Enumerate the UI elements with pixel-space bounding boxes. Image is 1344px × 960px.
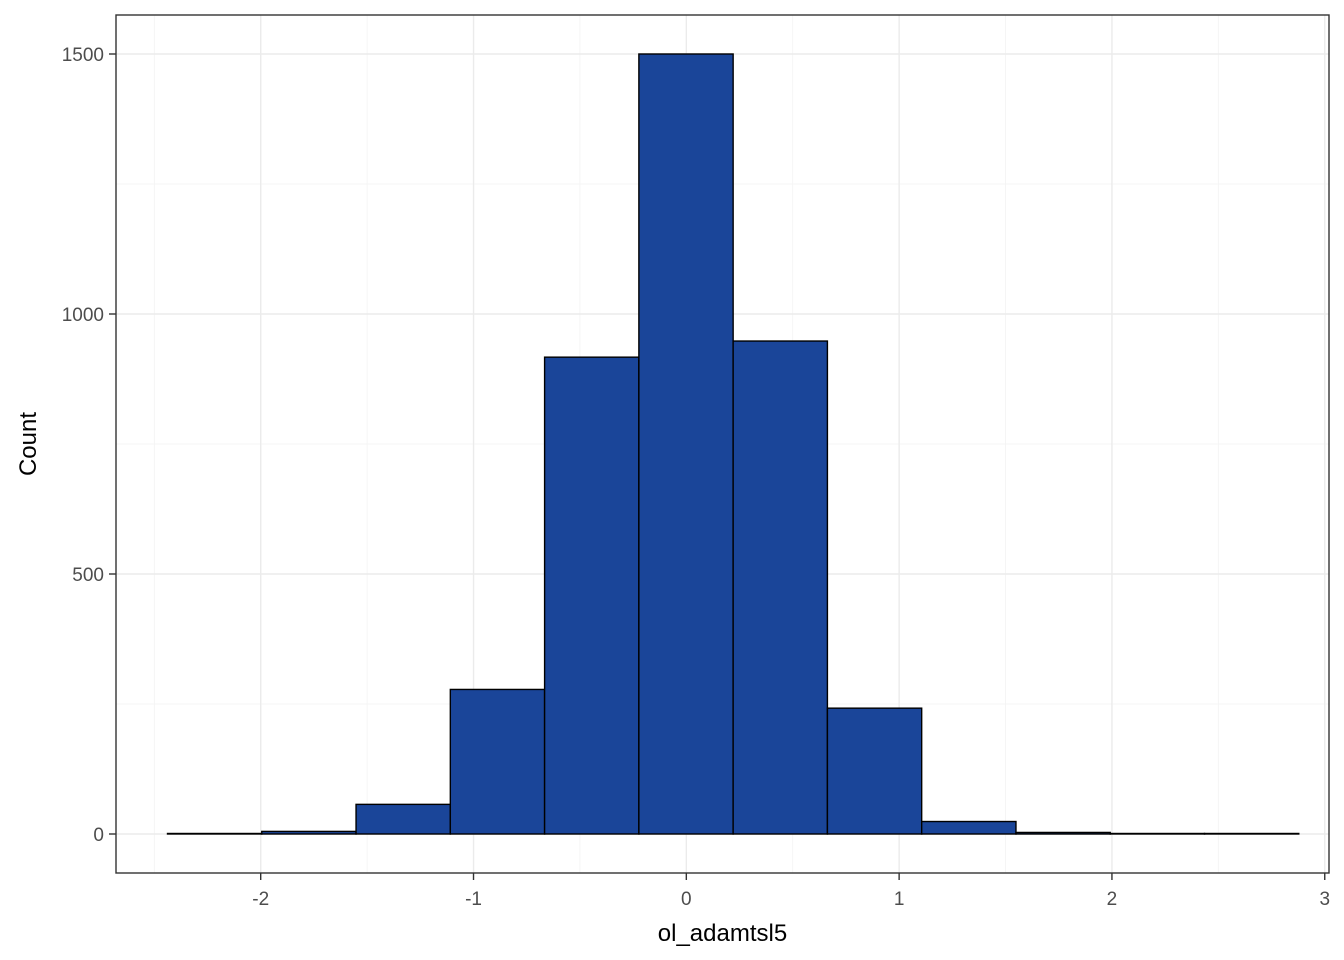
x-axis-title: ol_adamtsl5 — [658, 920, 787, 947]
y-tick-label: 0 — [93, 825, 104, 846]
histogram-bar — [166, 832, 263, 835]
y-tick-label: 1500 — [62, 45, 104, 66]
panel-border — [115, 14, 1330, 874]
histogram-bars — [166, 53, 1300, 835]
histogram-bar — [732, 340, 829, 835]
histogram-bar — [355, 803, 452, 835]
histogram-bar — [826, 707, 923, 835]
histogram-bar — [1015, 831, 1111, 835]
x-tick-label: 0 — [681, 889, 692, 910]
x-tick-label: -2 — [252, 889, 269, 910]
x-tick-label: -1 — [465, 889, 482, 910]
histogram-bar — [261, 830, 357, 835]
histogram-bar — [638, 53, 734, 835]
y-axis-ticks: 0 500 1000 1500 — [62, 45, 116, 846]
histogram-bar — [920, 820, 1017, 835]
x-tick-label: 1 — [894, 889, 905, 910]
x-tick-label: 3 — [1319, 889, 1330, 910]
x-axis-ticks: -2 -1 0 1 2 3 — [252, 873, 1330, 910]
histogram-bar — [449, 688, 546, 835]
histogram-bar — [1203, 832, 1300, 835]
x-tick-label: 2 — [1107, 889, 1118, 910]
y-tick-label: 1000 — [62, 305, 104, 326]
y-tick-label: 500 — [72, 565, 104, 586]
y-axis-title: Count — [15, 412, 42, 476]
histogram-bar — [543, 356, 640, 835]
histogram-bar — [1109, 832, 1206, 835]
